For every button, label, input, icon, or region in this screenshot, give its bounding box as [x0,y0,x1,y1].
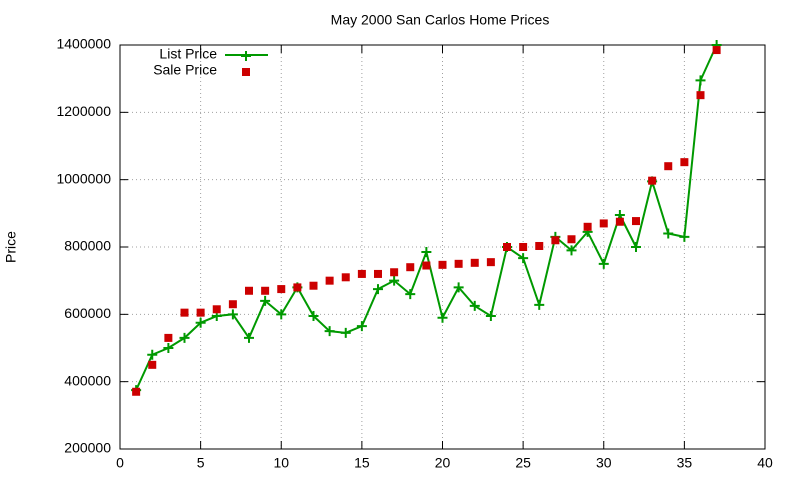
x-tick-label: 35 [677,455,693,471]
y-tick-label: 400000 [64,372,111,388]
y-tick-label: 800000 [64,238,111,254]
y-axis-label: Price [3,231,19,263]
data-point [356,321,367,332]
x-tick-label: 40 [757,455,773,471]
data-point [519,243,528,251]
data-point [551,236,560,245]
data-point [583,222,592,231]
data-point [309,281,318,290]
data-point [615,217,624,226]
data-point [648,176,657,185]
data-point [340,327,351,338]
x-tick-label: 15 [354,455,370,471]
data-point [277,285,286,294]
legend-marker [241,51,251,61]
x-tick-label: 30 [596,455,612,471]
data-point [132,387,141,396]
data-point [244,332,254,343]
data-point [632,217,640,226]
plot-border [119,44,766,450]
data-point [148,360,157,369]
data-point [437,312,448,323]
legend-label: List Price [159,46,217,62]
y-tick-label: 600000 [64,305,111,321]
data-point [503,243,511,251]
data-point [664,162,673,171]
legend-label: Sale Price [153,62,217,78]
x-tick-label: 0 [116,455,124,471]
data-point [469,300,480,311]
data-point [325,276,334,285]
data-point [228,300,237,309]
data-point [535,241,544,250]
data-point [389,275,400,286]
data-point [324,326,335,337]
data-point [405,289,416,300]
data-point [212,305,221,314]
data-point [180,308,189,317]
data-point [421,247,432,258]
y-tick-label: 1000000 [56,170,111,186]
data-point [245,286,253,295]
data-point [712,46,721,55]
x-tick-label: 25 [515,455,531,471]
x-tick-label: 10 [273,455,289,471]
data-point [341,273,350,282]
data-point [293,283,302,292]
data-point [406,263,415,272]
data-point [695,75,706,86]
data-point [308,311,319,322]
data-point [679,231,690,242]
data-point [261,286,270,295]
data-point [454,259,463,268]
data-point [696,91,705,100]
data-point [390,268,399,277]
data-point [147,349,158,360]
data-point [422,261,431,270]
data-point [163,343,174,353]
data-point [195,317,206,328]
x-tick-label: 20 [435,455,451,471]
data-point [566,245,577,256]
data-point [470,258,479,267]
data-point [534,299,545,310]
data-point [164,333,173,342]
data-point [438,260,447,269]
data-point [663,228,674,239]
data-point [486,258,495,267]
data-point [373,284,383,295]
y-tick-label: 1400000 [56,36,111,52]
data-point [260,295,271,306]
data-point [196,308,205,317]
x-tick-label: 5 [197,455,205,471]
chart-title: May 2000 San Carlos Home Prices [331,12,550,28]
data-point [453,282,464,293]
data-point [227,309,238,320]
data-point [357,269,366,278]
data-point [518,253,529,264]
data-point [680,158,689,167]
data-point [374,269,382,278]
data-point [485,311,496,322]
data-point [567,235,576,244]
series-line [135,44,718,391]
y-tick-label: 1200000 [56,103,111,119]
legend-marker [242,68,250,76]
data-point [276,309,287,320]
data-point [598,258,609,269]
data-point [631,242,641,252]
data-point [599,219,608,228]
y-tick-label: 200000 [64,440,111,456]
data-point [179,332,190,343]
